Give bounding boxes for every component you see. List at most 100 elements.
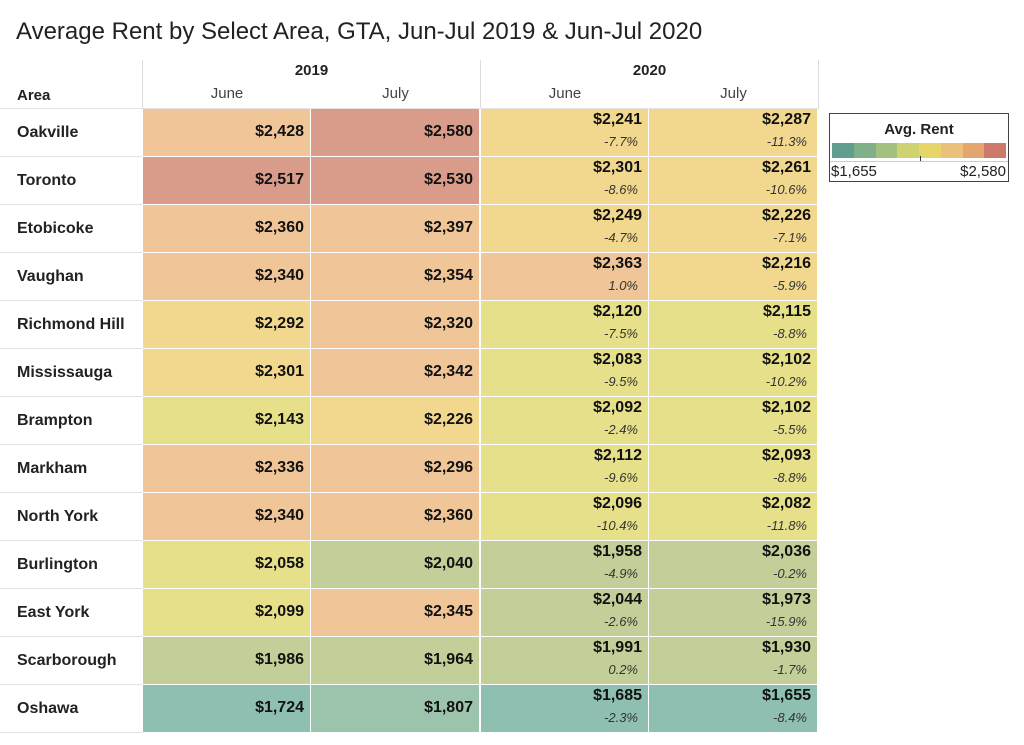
rent-cell[interactable]: $2,044 -2.6%	[481, 589, 649, 637]
rent-cell[interactable]: $1,724	[143, 685, 311, 733]
rent-cell[interactable]: $2,360	[143, 205, 311, 253]
rent-cell[interactable]: $2,058	[143, 541, 311, 589]
rent-cell[interactable]: $2,102 -10.2%	[649, 349, 818, 397]
rent-value: $2,345	[424, 603, 473, 620]
rent-cell[interactable]: $1,986	[143, 637, 311, 685]
row-divider	[0, 444, 143, 445]
rent-value: $1,685	[593, 687, 642, 704]
rent-cell[interactable]: $2,301 -8.6%	[481, 157, 649, 205]
rent-cell[interactable]: $2,226 -7.1%	[649, 205, 818, 253]
row-divider	[0, 492, 143, 493]
rent-cell[interactable]: $2,261 -10.6%	[649, 157, 818, 205]
row-divider	[0, 588, 143, 589]
legend-swatch	[919, 143, 941, 158]
rent-cell[interactable]: $2,120 -7.5%	[481, 301, 649, 349]
month-header-2020-june: June	[548, 85, 582, 102]
rent-cell[interactable]: $2,340	[143, 253, 311, 301]
percent-change: -8.8%	[773, 326, 807, 341]
rent-value: $1,991	[593, 639, 642, 656]
rent-cell[interactable]: $2,036 -0.2%	[649, 541, 818, 589]
rent-cell[interactable]: $2,336	[143, 445, 311, 493]
rent-cell[interactable]: $2,083 -9.5%	[481, 349, 649, 397]
rent-cell[interactable]: $2,428	[143, 109, 311, 157]
percent-change: -7.5%	[604, 326, 638, 341]
area-label: Etobicoke	[17, 219, 94, 237]
rent-value: $2,301	[593, 159, 642, 176]
rent-cell[interactable]: $2,363 1.0%	[481, 253, 649, 301]
rent-cell[interactable]: $2,517	[143, 157, 311, 205]
rent-cell[interactable]: $2,340	[143, 493, 311, 541]
percent-change: -7.1%	[773, 230, 807, 245]
percent-change: 1.0%	[608, 278, 638, 293]
header-bottom-line	[0, 108, 819, 109]
rent-cell[interactable]: $2,345	[311, 589, 480, 637]
percent-change: 0.2%	[608, 662, 638, 677]
percent-change: -4.9%	[604, 566, 638, 581]
rent-value: $2,092	[593, 399, 642, 416]
year-header-2019: 2019	[294, 62, 329, 79]
legend-color-ramp	[832, 143, 1006, 158]
rent-cell[interactable]: $2,241 -7.7%	[481, 109, 649, 157]
rent-cell[interactable]: $2,112 -9.6%	[481, 445, 649, 493]
rent-cell[interactable]: $1,685 -2.3%	[481, 685, 649, 733]
rent-cell[interactable]: $2,249 -4.7%	[481, 205, 649, 253]
rent-value: $2,336	[255, 459, 304, 476]
rent-cell[interactable]: $2,301	[143, 349, 311, 397]
rent-cell[interactable]: $2,099	[143, 589, 311, 637]
rent-cell[interactable]: $1,973 -15.9%	[649, 589, 818, 637]
rent-value: $2,320	[424, 315, 473, 332]
rent-cell[interactable]: $2,287 -11.3%	[649, 109, 818, 157]
rent-value: $2,058	[255, 555, 304, 572]
rent-cell[interactable]: $2,082 -11.8%	[649, 493, 818, 541]
rent-cell[interactable]: $2,296	[311, 445, 480, 493]
rent-cell[interactable]: $1,991 0.2%	[481, 637, 649, 685]
rent-value: $1,973	[762, 591, 811, 608]
rent-cell[interactable]: $1,958 -4.9%	[481, 541, 649, 589]
area-label: Scarborough	[17, 651, 117, 669]
area-label: East York	[17, 603, 90, 621]
rent-cell[interactable]: $2,292	[143, 301, 311, 349]
rent-value: $2,112	[593, 447, 642, 464]
percent-change: -0.2%	[773, 566, 807, 581]
rent-cell[interactable]: $2,530	[311, 157, 480, 205]
rent-cell[interactable]: $2,360	[311, 493, 480, 541]
percent-change: -10.6%	[765, 182, 807, 197]
rent-cell[interactable]: $1,807	[311, 685, 480, 733]
rent-cell[interactable]: $1,964	[311, 637, 480, 685]
rent-cell[interactable]: $2,580	[311, 109, 480, 157]
percent-change: -10.4%	[596, 518, 638, 533]
percent-change: -9.5%	[604, 374, 638, 389]
rent-cell[interactable]: $2,115 -8.8%	[649, 301, 818, 349]
rent-cell[interactable]: $2,096 -10.4%	[481, 493, 649, 541]
rent-cell[interactable]: $2,093 -8.8%	[649, 445, 818, 493]
year-header-2020: 2020	[632, 62, 667, 79]
rent-value: $2,580	[424, 123, 473, 140]
rent-value: $1,986	[255, 651, 304, 668]
rent-cell[interactable]: $2,226	[311, 397, 480, 445]
rent-value: $2,241	[593, 111, 642, 128]
rent-cell[interactable]: $2,092 -2.4%	[481, 397, 649, 445]
rent-cell[interactable]: $2,040	[311, 541, 480, 589]
rent-cell[interactable]: $2,342	[311, 349, 480, 397]
rent-cell[interactable]: $1,655 -8.4%	[649, 685, 818, 733]
legend-divider	[830, 161, 1008, 162]
rent-cell[interactable]: $2,216 -5.9%	[649, 253, 818, 301]
legend-swatch	[962, 143, 985, 158]
rent-cell[interactable]: $2,397	[311, 205, 480, 253]
percent-change: -5.9%	[773, 278, 807, 293]
rent-cell[interactable]: $2,354	[311, 253, 480, 301]
rent-value: $2,040	[424, 555, 473, 572]
legend-swatch	[832, 143, 854, 158]
rent-cell[interactable]: $2,320	[311, 301, 480, 349]
legend-title: Avg. Rent	[884, 121, 954, 138]
rent-value: $2,428	[255, 123, 304, 140]
rent-value: $1,958	[593, 543, 642, 560]
rent-cell[interactable]: $2,102 -5.5%	[649, 397, 818, 445]
legend-max-label: $2,580	[960, 163, 1006, 180]
rent-value: $2,292	[255, 315, 304, 332]
legend-swatch	[984, 143, 1006, 158]
rent-value: $2,102	[762, 351, 811, 368]
percent-change: -2.6%	[604, 614, 638, 629]
rent-cell[interactable]: $2,143	[143, 397, 311, 445]
rent-cell[interactable]: $1,930 -1.7%	[649, 637, 818, 685]
